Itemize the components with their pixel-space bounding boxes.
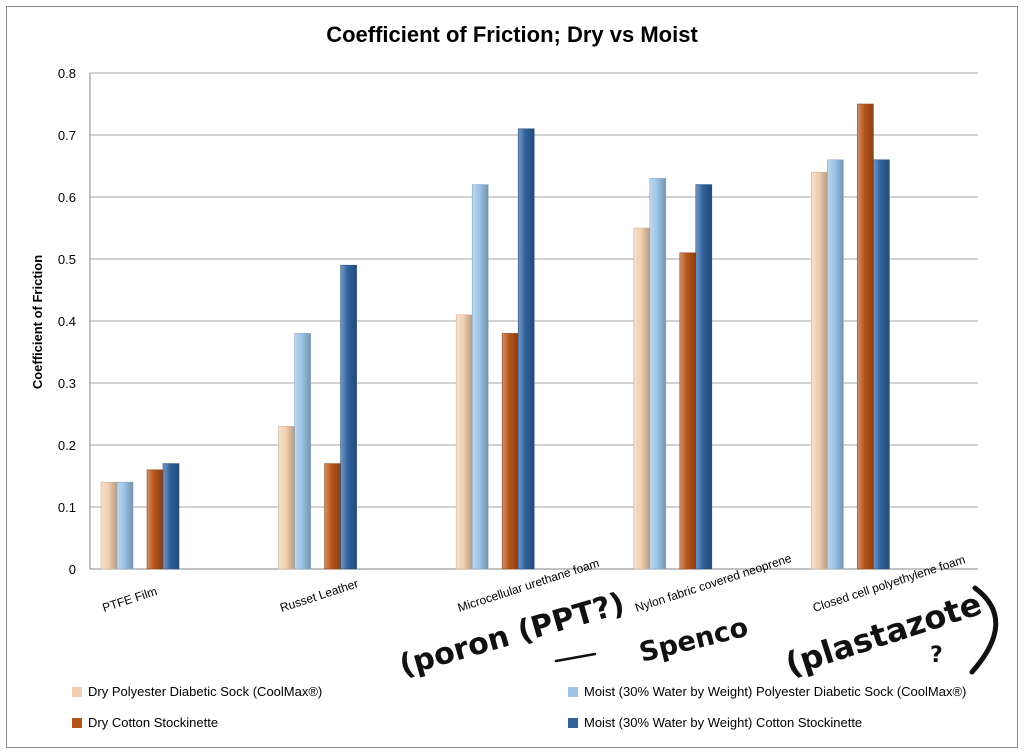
y-tick-labels: 0 0.1 0.2 0.3 0.4 0.5 0.6 0.7 0.8 xyxy=(58,66,76,577)
y-tick-label: 0 xyxy=(69,562,76,577)
legend-item-dry-polyester: Dry Polyester Diabetic Sock (CoolMax®) xyxy=(72,684,322,699)
bar xyxy=(857,103,874,570)
y-tick-label: 0.4 xyxy=(58,314,76,329)
annotation-question: ? xyxy=(930,643,943,668)
y-tick-label: 0.5 xyxy=(58,252,76,267)
bar xyxy=(633,227,651,570)
bar xyxy=(649,178,667,570)
bar xyxy=(873,159,890,570)
x-tick-label: Russet Leather xyxy=(278,576,360,614)
legend-label: Moist (30% Water by Weight) Polyester Di… xyxy=(584,684,967,699)
bar xyxy=(116,481,134,570)
bar xyxy=(811,171,828,570)
y-tick-label: 0.2 xyxy=(58,438,76,453)
legend-swatch xyxy=(72,687,82,697)
legend-label: Dry Cotton Stockinette xyxy=(88,715,219,730)
chart-title: Coefficient of Friction; Dry vs Moist xyxy=(326,22,698,47)
y-tick-label: 0.3 xyxy=(58,376,76,391)
y-tick-label: 0.7 xyxy=(58,128,76,143)
y-axis-label: Coefficient of Friction xyxy=(30,255,45,389)
bar xyxy=(455,314,473,570)
y-tick-label: 0.6 xyxy=(58,190,76,205)
bar xyxy=(501,333,519,570)
bar xyxy=(679,252,697,570)
annotation-spenco: Spenco xyxy=(636,612,751,669)
bars xyxy=(100,103,890,570)
legend-item-moist-polyester: Moist (30% Water by Weight) Polyester Di… xyxy=(568,684,966,699)
annotation-plastazote: (plastazote xyxy=(781,585,986,684)
bar xyxy=(340,264,357,570)
legend-swatch xyxy=(72,718,82,728)
y-tick-label: 0.1 xyxy=(58,500,76,515)
annotation-closing-paren xyxy=(969,585,999,675)
bar xyxy=(471,184,489,570)
legend-label: Moist (30% Water by Weight) Cotton Stock… xyxy=(584,715,863,730)
annotation-nylon-underline xyxy=(554,652,597,663)
bar xyxy=(827,159,844,570)
bar xyxy=(278,426,295,570)
bar xyxy=(100,481,118,570)
bar xyxy=(162,463,180,570)
x-tick-label: PTFE Film xyxy=(101,584,159,615)
bar xyxy=(695,184,713,570)
bar xyxy=(324,463,341,570)
bar xyxy=(294,333,311,570)
legend-swatch xyxy=(568,718,578,728)
legend-swatch xyxy=(568,687,578,697)
y-tick-label: 0.8 xyxy=(58,66,76,81)
bar xyxy=(517,128,535,570)
bar xyxy=(146,469,164,570)
legend-label: Dry Polyester Diabetic Sock (CoolMax®) xyxy=(88,684,323,699)
legend-item-moist-cotton: Moist (30% Water by Weight) Cotton Stock… xyxy=(568,715,862,730)
legend-item-dry-cotton: Dry Cotton Stockinette xyxy=(72,715,218,730)
annotation-poron: (poron (PPT?) xyxy=(396,586,629,684)
